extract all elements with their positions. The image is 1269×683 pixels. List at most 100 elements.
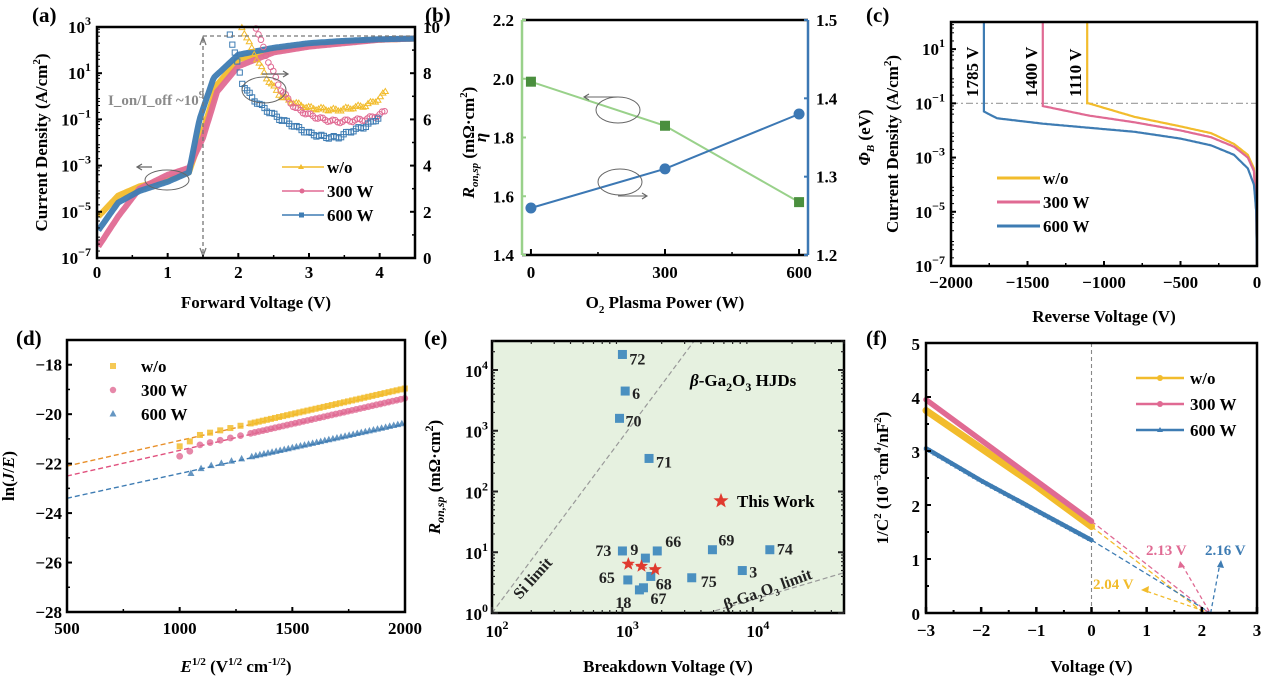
reference-label: 74 — [777, 542, 793, 559]
ron-marker — [361, 102, 370, 110]
y-tick-label: 104 — [465, 358, 488, 381]
cv-marker — [989, 452, 996, 459]
iv-curve-1 — [1041, 23, 1259, 267]
y-tick-label: −18 — [35, 356, 62, 375]
reference-label: 68 — [656, 576, 672, 593]
data-marker — [328, 402, 335, 409]
y2-tick-label: 10 — [423, 18, 440, 37]
data-marker — [206, 439, 214, 446]
reference-label: 3 — [749, 565, 757, 582]
legend-label: 600 W — [327, 206, 373, 225]
data-marker — [377, 391, 384, 398]
x-axis-label: O2 Plasma Power (W) — [586, 293, 745, 316]
cv-marker — [1002, 461, 1009, 468]
data-marker — [238, 454, 246, 462]
x-tick-label: 1500 — [275, 619, 309, 638]
data-marker — [196, 431, 203, 438]
cv-marker — [1038, 509, 1044, 515]
panel-label: (d) — [16, 326, 42, 350]
cv-marker — [1006, 464, 1013, 471]
data-marker — [336, 400, 343, 407]
ron-marker — [302, 110, 309, 118]
y-tick-label: 10−7 — [61, 245, 91, 268]
data-marker — [300, 408, 307, 415]
x-tick-label: −2 — [972, 621, 990, 640]
y-axis-label: Current Density (A/cm2) — [31, 54, 51, 232]
ron-marker — [231, 49, 238, 56]
legend-marker — [109, 386, 117, 394]
data-marker — [373, 391, 380, 398]
y-tick-label: 103 — [465, 419, 488, 442]
data-marker — [389, 388, 396, 395]
data-marker — [381, 390, 388, 397]
data-marker — [320, 403, 327, 410]
cv-marker — [980, 439, 986, 445]
data-marker — [361, 394, 368, 401]
plot-background — [492, 341, 844, 613]
ron-marker — [252, 25, 260, 32]
data-marker — [312, 405, 319, 412]
reference-label: 70 — [626, 413, 642, 430]
ron-marker — [226, 31, 233, 38]
reference-label: 66 — [665, 534, 681, 551]
cv-marker — [1011, 462, 1017, 467]
cv-marker — [954, 463, 960, 469]
legend-marker — [298, 164, 304, 169]
y-tick-label: 2.2 — [493, 11, 514, 30]
arrow-head-up — [199, 35, 207, 46]
cv-marker — [1038, 481, 1044, 487]
x-tick-label: −500 — [1163, 273, 1198, 292]
x-axis-label: Reverse Voltage (V) — [1032, 307, 1176, 326]
reference-point — [687, 573, 697, 583]
si-limit-line — [491, 340, 695, 614]
ron-marker — [284, 95, 292, 102]
ron-marker — [250, 50, 259, 57]
arrow-left-icon — [582, 93, 618, 101]
legend-label: 300 W — [327, 182, 373, 201]
data-marker — [271, 414, 278, 421]
data-marker — [186, 438, 193, 445]
data-marker — [263, 416, 270, 423]
data-marker — [397, 386, 404, 393]
data-marker — [227, 457, 235, 464]
cv-marker — [945, 413, 951, 419]
cv-marker — [972, 432, 978, 438]
reference-point — [765, 545, 775, 555]
ron-marker — [339, 104, 348, 112]
y2-axis-label: Ron,sp (mΩ·cm2) — [458, 87, 481, 200]
panel-f: (f) 2.04 V 2.13 V 2.16 V w/o 300 W 600 W −3 −2 −1… — [866, 326, 1261, 676]
data-marker — [217, 427, 224, 434]
cv-marker — [998, 488, 1004, 494]
cv-marker — [972, 473, 978, 479]
cv-marker — [1082, 533, 1088, 539]
panel-d: (d) w/o 300 W 600 W 500 1000 1500 2000 −28 −26 −24… — [0, 326, 422, 676]
reference-label: 75 — [701, 574, 717, 591]
y-tick-label: 3 — [912, 443, 921, 462]
cv-marker — [1033, 507, 1039, 513]
reference-point — [623, 575, 633, 585]
cv-marker — [1002, 490, 1008, 496]
chart-title: β-Ga2O3 HJDs — [689, 371, 797, 394]
y-tick-label: 10−5 — [915, 199, 945, 222]
x-tick-label: 0 — [93, 263, 102, 282]
y-tick-label: −22 — [35, 455, 62, 474]
ron-marker — [260, 43, 267, 51]
y-tick-label: 101 — [68, 60, 91, 83]
data-marker — [196, 441, 204, 449]
data-marker — [357, 395, 364, 402]
panel-label: (e) — [424, 326, 447, 350]
x-tick-label: 102 — [486, 618, 509, 641]
data-marker — [237, 422, 244, 429]
eta-line — [530, 80, 800, 203]
cv-marker — [941, 410, 947, 416]
cv-marker — [1073, 528, 1079, 534]
ron-marker — [257, 62, 266, 70]
y2-tick-label: 6 — [423, 110, 432, 129]
x-tick-label: 1 — [1142, 621, 1151, 640]
cv-marker — [980, 446, 987, 453]
cv-marker — [953, 428, 960, 435]
cv-marker — [1064, 524, 1070, 530]
cv-marker — [949, 416, 955, 422]
y2-tick-label: 8 — [423, 64, 432, 83]
